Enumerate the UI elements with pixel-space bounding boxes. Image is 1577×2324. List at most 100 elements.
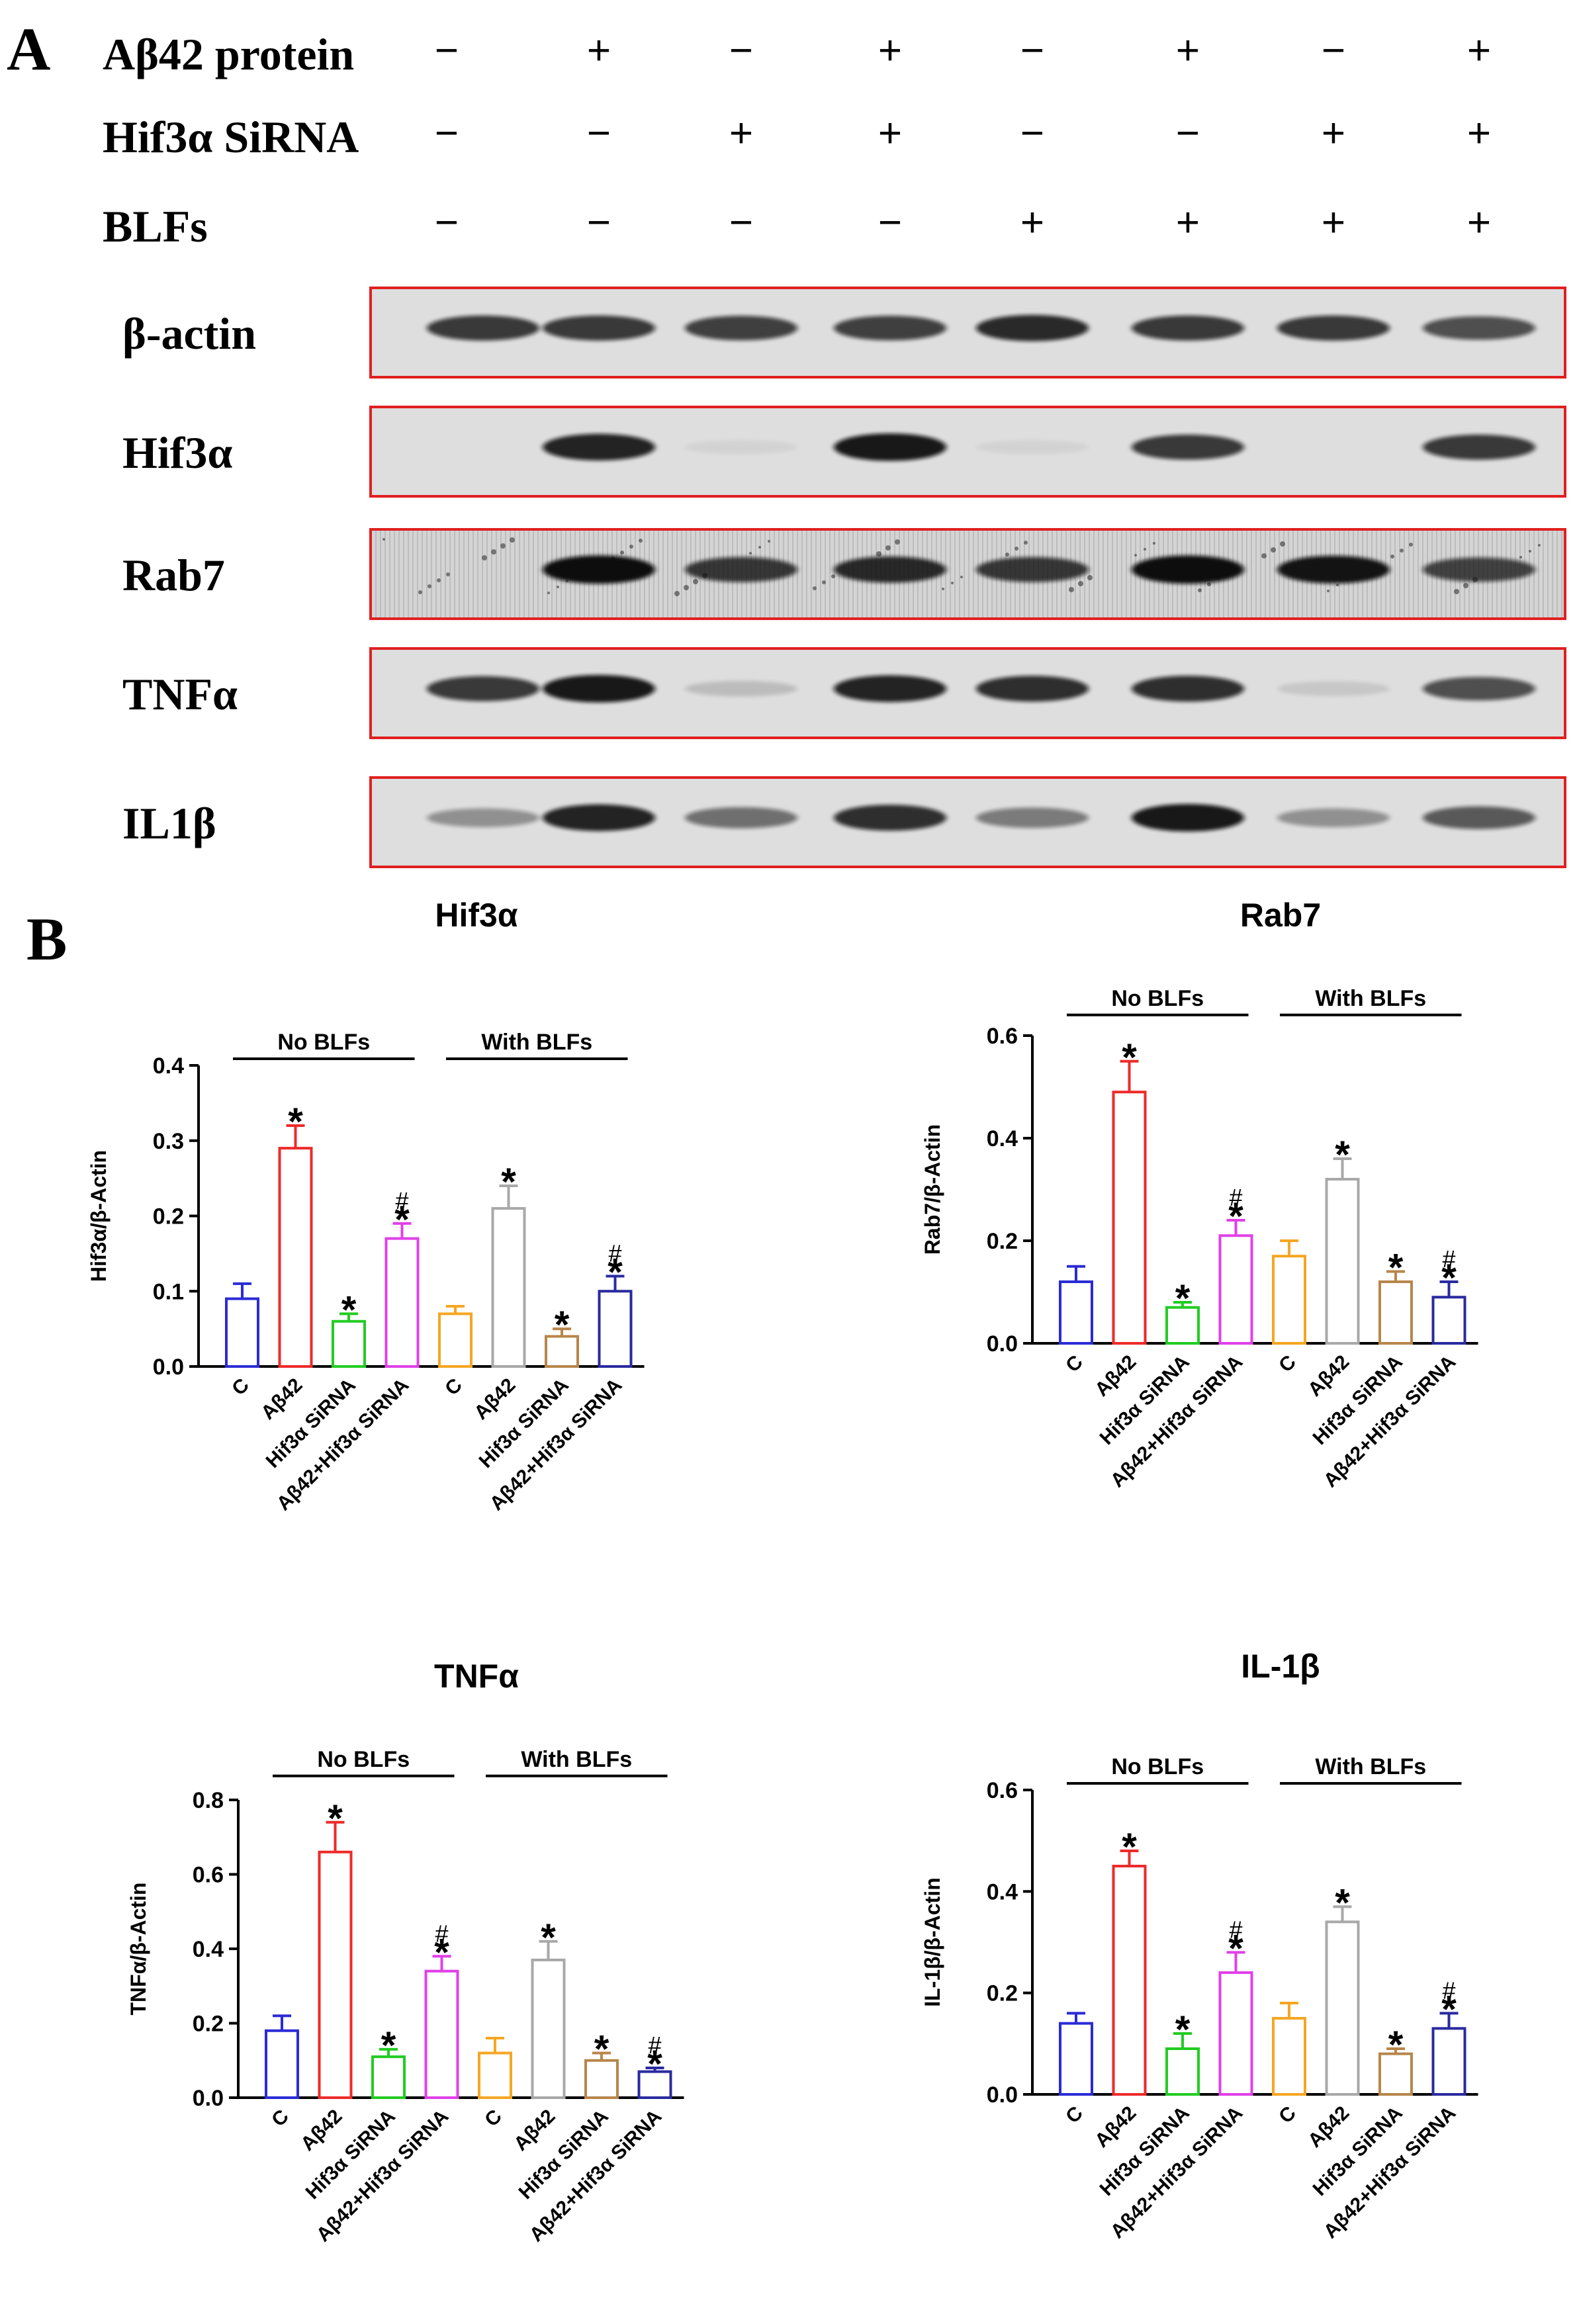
panel-a-western-blot: A Aβ42 protein − + − + − + − + Hif3α SiRNA − − + + − − +… <box>7 15 1566 868</box>
bar <box>278 1147 313 1368</box>
blot-band <box>976 557 1089 582</box>
blot-band <box>1423 434 1535 460</box>
treatment-label: Hif3α SiRNA <box>103 112 359 162</box>
treatment-sign: + <box>878 28 902 73</box>
blot-speckle <box>895 539 900 545</box>
y-tick-label: 0.8 <box>193 1788 224 1813</box>
blot-band <box>1277 681 1390 696</box>
significance-star: * <box>1335 1881 1350 1924</box>
blot-band <box>685 316 797 341</box>
treatment-sign: + <box>878 111 902 156</box>
treatment-sign: − <box>729 28 753 73</box>
blot-band <box>685 557 797 582</box>
blot-label: β-actin <box>122 308 256 359</box>
group-label: No BLFs <box>1111 1754 1204 1779</box>
blot-speckle <box>1538 544 1541 547</box>
bar <box>332 1319 366 1368</box>
y-axis-label: IL-1β/β-Actin <box>921 1877 944 2007</box>
chart-hif3a: Hif3α 0.0 0.1 0.2 0.3 0.4 Hif3α/β-Actin C * Aβ42 *… <box>87 897 645 1515</box>
treatment-sign: + <box>1467 200 1491 246</box>
significance-star: * <box>594 2028 609 2071</box>
group-label: No BLFs <box>317 1747 410 1772</box>
blot-label: Hif3α <box>122 427 232 478</box>
treatment-sign: − <box>435 111 459 156</box>
blot-speckle <box>1519 556 1522 559</box>
x-tick-label: Aβ42 <box>1091 1351 1140 1401</box>
y-tick-label: 0.1 <box>153 1279 184 1304</box>
x-tick-label: C <box>267 2106 293 2131</box>
blot-speckle <box>684 585 689 590</box>
chart-il1b: IL-1β0.00.20.40.6IL-1β/β-ActinC*Aβ42*Hif… <box>921 1648 1478 2243</box>
x-tick-label: C <box>480 2106 506 2131</box>
significance-star: * <box>608 1251 623 1294</box>
blot-band <box>834 805 946 831</box>
blot-speckle <box>813 586 817 590</box>
chart-title: TNFα <box>434 1658 519 1695</box>
y-axis-label: Rab7/β-Actin <box>921 1124 944 1255</box>
blot-speckle <box>418 590 422 594</box>
bar <box>265 2029 299 2099</box>
treatment-sign: + <box>1176 28 1200 73</box>
bar <box>1325 1920 1360 2096</box>
x-tick-label: C <box>228 1374 253 1400</box>
blot-speckle <box>1336 584 1339 586</box>
blot-band <box>1423 557 1535 582</box>
chart-title: IL-1β <box>1241 1648 1320 1685</box>
bar <box>598 1290 633 1368</box>
blot-speckle <box>620 551 624 555</box>
blot-speckle <box>446 572 450 576</box>
significance-star: * <box>381 2024 396 2067</box>
blot-speckle <box>1454 589 1459 594</box>
y-tick-label: 0.4 <box>987 1126 1018 1151</box>
blot-band <box>685 807 797 828</box>
treatment-sign: + <box>1467 28 1491 73</box>
chart-rab7: Rab70.00.20.40.6Rab7/β-ActinC*Aβ42*Hif3α… <box>921 897 1478 1492</box>
significance-star: * <box>1228 1195 1243 1238</box>
blot-band <box>1423 806 1535 829</box>
significance-hash: # <box>395 1187 408 1214</box>
blot-frame <box>369 776 1566 868</box>
blot-band <box>976 440 1089 455</box>
blot-frame <box>369 647 1566 739</box>
blot-band <box>976 807 1089 828</box>
bar <box>424 1969 459 2099</box>
x-tick-label: Aβ42 <box>296 2106 346 2155</box>
significance-star: * <box>1122 1036 1137 1079</box>
bar <box>1059 1280 1093 1345</box>
blot-band <box>543 433 655 461</box>
x-tick-label: C <box>441 1374 467 1400</box>
blot-speckle <box>1280 541 1285 547</box>
treatment-sign: − <box>435 28 459 73</box>
blot-band <box>543 674 655 703</box>
blot-band <box>427 676 539 701</box>
y-tick-label: 0.0 <box>153 1355 184 1380</box>
blot-rows: β-actin Hif3α Rab7 TNFα IL1β <box>122 287 1566 868</box>
y-tick-label: 0.6 <box>987 1778 1018 1803</box>
blot-speckle <box>1463 583 1468 588</box>
x-tick-label: C <box>1275 2102 1300 2128</box>
blot-speckle <box>1153 542 1155 545</box>
significance-star: * <box>341 1288 357 1331</box>
panel-a-label: A <box>7 15 50 83</box>
chart-title: Rab7 <box>1240 897 1321 934</box>
y-tick-label: 0.2 <box>987 1981 1018 2006</box>
treatment-sign: + <box>729 111 753 156</box>
x-tick-label: Aβ42 <box>1304 1351 1353 1401</box>
blot-band <box>1132 555 1244 584</box>
bar <box>384 1237 420 1368</box>
blot-band <box>1132 315 1244 341</box>
significance-star: * <box>328 1797 343 1840</box>
group-label: With BLFs <box>1315 1754 1426 1779</box>
bar <box>1431 2027 1466 2096</box>
panel-b-label: B <box>26 905 67 973</box>
bar <box>438 1312 473 1368</box>
y-tick-label: 0.3 <box>153 1129 184 1154</box>
blot-speckle <box>758 546 761 549</box>
treatment-sign: + <box>1020 200 1044 246</box>
blot-speckle <box>1144 548 1146 551</box>
y-tick-label: 0.4 <box>193 1937 224 1962</box>
blot-speckle <box>960 576 963 578</box>
blot-speckle <box>437 578 441 582</box>
blot-band <box>427 315 539 341</box>
y-tick-label: 0.0 <box>193 2086 224 2111</box>
